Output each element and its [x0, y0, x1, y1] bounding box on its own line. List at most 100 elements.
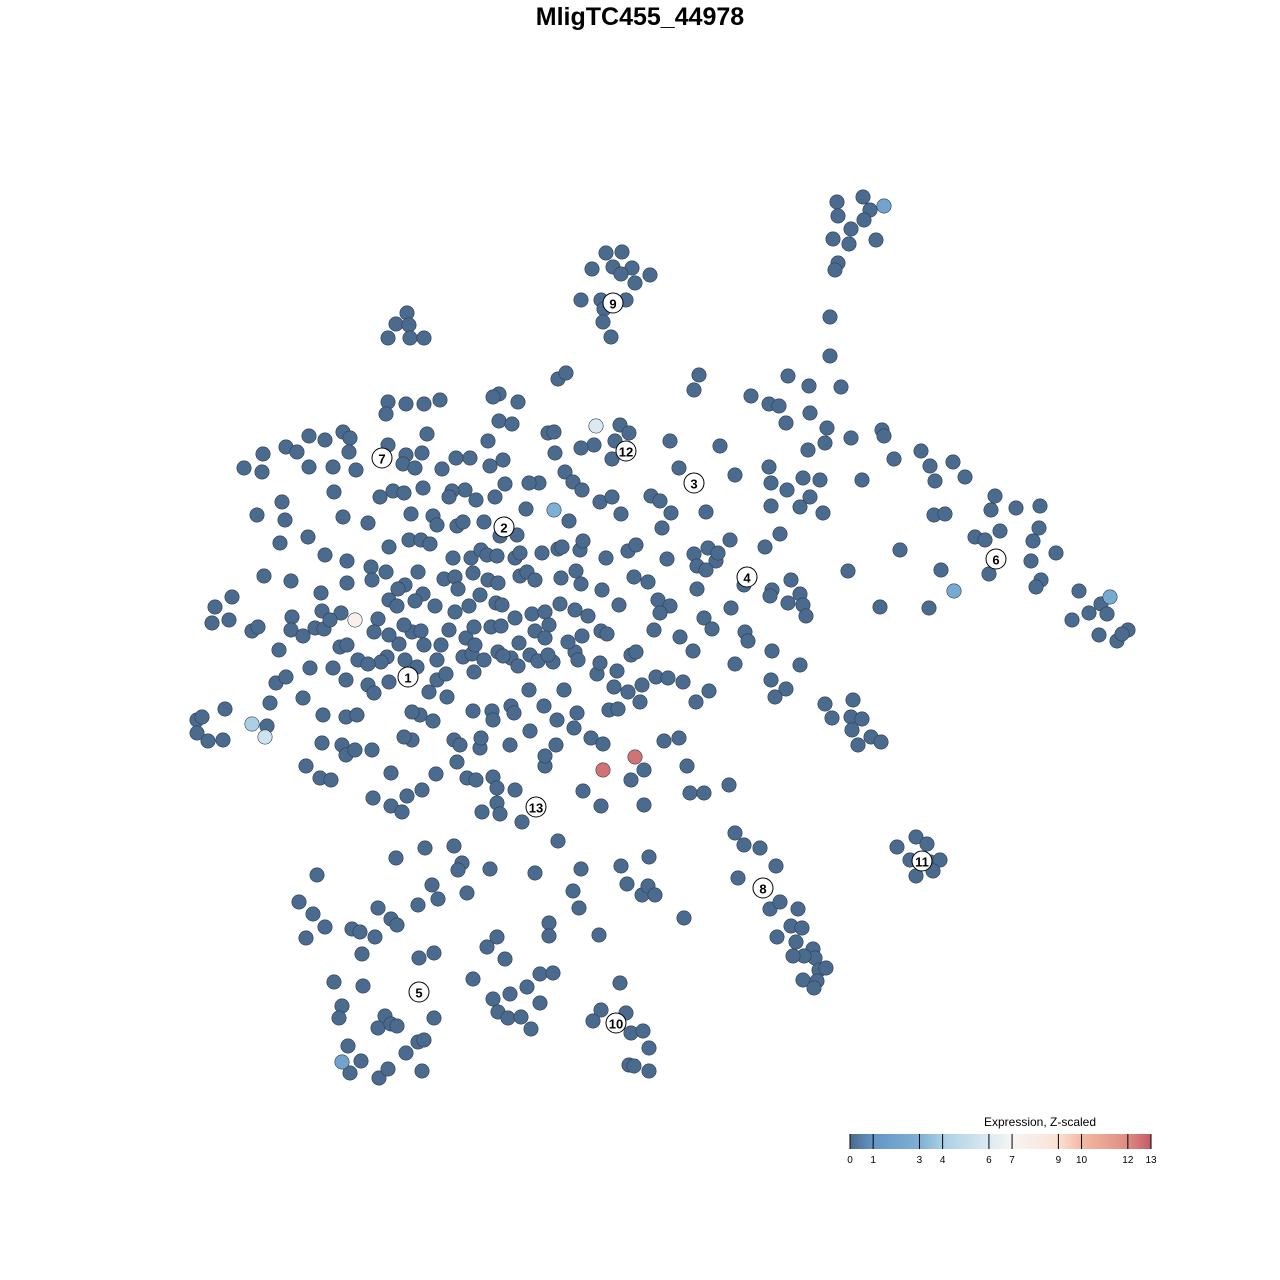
data-point: [815, 505, 831, 521]
data-point: [353, 1053, 369, 1069]
data-point: [497, 951, 513, 967]
data-point: [380, 1061, 396, 1077]
data-point: [599, 626, 615, 642]
data-point: [822, 348, 838, 364]
cluster-label-badge: [493, 516, 515, 538]
data-point: [537, 630, 553, 646]
data-point: [721, 777, 737, 793]
data-point: [504, 416, 520, 432]
data-point: [727, 825, 743, 841]
data-point: [388, 316, 404, 332]
data-point: [743, 388, 759, 404]
data-point: [817, 696, 833, 712]
data-point: [326, 974, 342, 990]
data-point: [416, 330, 432, 346]
data-point: [780, 368, 796, 384]
data-point: [422, 536, 438, 552]
data-point: [519, 979, 535, 995]
data-point: [671, 460, 687, 476]
data-point: [548, 737, 564, 753]
data-point: [983, 502, 999, 518]
data-point: [584, 261, 600, 277]
data-point: [466, 619, 482, 635]
data-point: [271, 642, 287, 658]
data-point: [567, 602, 583, 618]
data-point: [613, 506, 629, 522]
data-point: [841, 236, 857, 252]
data-point: [465, 703, 481, 719]
data-point: [598, 245, 614, 261]
data-point: [613, 266, 629, 282]
data-point: [439, 689, 455, 705]
data-point: [588, 418, 604, 434]
data-point: [342, 1065, 358, 1081]
data-point: [426, 945, 442, 961]
data-point: [652, 493, 668, 509]
data-point: [372, 489, 388, 505]
data-point: [465, 971, 481, 987]
data-point: [646, 622, 662, 638]
data-point: [634, 677, 650, 693]
data-point: [396, 729, 412, 745]
data-point: [992, 523, 1008, 539]
data-point: [416, 1032, 432, 1048]
data-point: [876, 428, 892, 444]
color-legend: 0 1 3 4 6 7 9 10 12 13: [847, 1134, 1157, 1166]
data-point: [380, 330, 396, 346]
data-point: [794, 920, 810, 936]
data-point: [652, 605, 668, 621]
data-point: [557, 464, 573, 480]
data-point: [428, 766, 444, 782]
cluster-label-badge: [408, 981, 430, 1003]
data-point: [843, 221, 859, 237]
data-point: [365, 790, 381, 806]
data-point: [527, 572, 543, 588]
data-point: [1071, 583, 1087, 599]
data-point: [415, 480, 431, 496]
data-point: [556, 682, 572, 698]
data-point: [370, 900, 386, 916]
cluster-label-text: 3: [690, 477, 697, 492]
data-point: [763, 672, 779, 688]
data-point: [937, 506, 953, 522]
data-point: [510, 658, 526, 674]
data-point: [323, 772, 339, 788]
cluster-label-6: 6: [985, 548, 1007, 570]
data-point: [467, 637, 483, 653]
data-point: [476, 652, 492, 668]
data-point: [868, 232, 884, 248]
data-point: [772, 894, 788, 910]
data-point: [502, 986, 518, 1002]
cluster-label-13: 13: [525, 796, 547, 818]
data-point: [449, 754, 465, 770]
data-point: [342, 430, 358, 446]
data-point: [573, 576, 589, 592]
data-point: [783, 572, 799, 588]
data-point: [541, 928, 557, 944]
data-point: [679, 758, 695, 774]
data-point: [913, 443, 929, 459]
data-point: [571, 900, 587, 916]
data-point: [378, 564, 394, 580]
data-point: [414, 782, 430, 798]
data-point: [364, 572, 380, 588]
data-point: [403, 506, 419, 522]
data-point: [825, 231, 841, 247]
data-point: [402, 330, 418, 346]
data-point: [274, 494, 290, 510]
data-point: [1032, 498, 1048, 514]
legend-tick-label: 10: [1076, 1155, 1088, 1166]
data-point: [317, 919, 333, 935]
data-point: [574, 482, 590, 498]
data-point: [932, 852, 948, 868]
data-point: [575, 783, 591, 799]
data-point: [352, 924, 368, 940]
data-point: [472, 587, 488, 603]
data-point: [761, 459, 777, 475]
cluster-label-badge: [911, 850, 933, 872]
legend-tick-label: 6: [986, 1155, 992, 1166]
data-point: [448, 450, 464, 466]
data-point: [378, 406, 394, 422]
data-point: [801, 378, 817, 394]
data-point: [792, 657, 808, 673]
